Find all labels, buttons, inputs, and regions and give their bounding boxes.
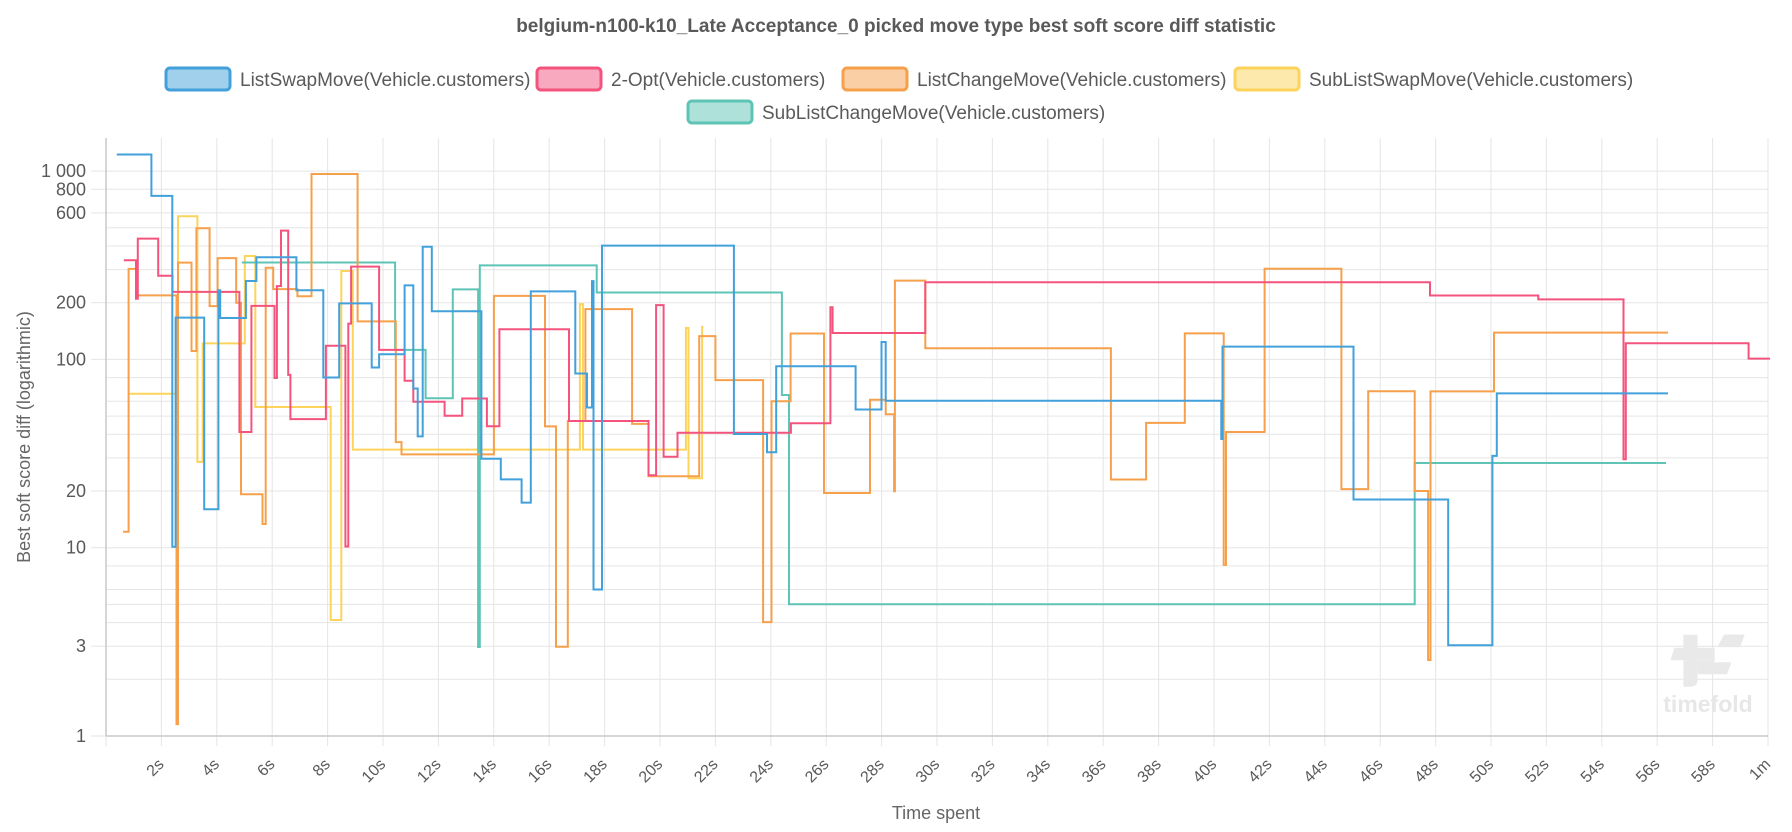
svg-text:ListSwapMove(Vehicle.customers: ListSwapMove(Vehicle.customers) — [240, 70, 530, 91]
svg-text:SubListChangeMove(Vehicle.cust: SubListChangeMove(Vehicle.customers) — [762, 103, 1105, 124]
svg-text:10: 10 — [66, 538, 86, 558]
svg-text:SubListSwapMove(Vehicle.custom: SubListSwapMove(Vehicle.customers) — [1309, 70, 1633, 91]
svg-text:200: 200 — [56, 293, 86, 313]
svg-text:2-Opt(Vehicle.customers): 2-Opt(Vehicle.customers) — [611, 70, 825, 91]
svg-text:belgium-n100-k10_Late Acceptan: belgium-n100-k10_Late Acceptance_0 picke… — [516, 16, 1276, 37]
svg-text:800: 800 — [56, 179, 86, 199]
svg-text:100: 100 — [56, 349, 86, 369]
svg-text:ListChangeMove(Vehicle.custome: ListChangeMove(Vehicle.customers) — [917, 70, 1226, 91]
svg-text:Time spent: Time spent — [892, 803, 980, 823]
svg-text:3: 3 — [76, 636, 86, 656]
svg-text:20: 20 — [66, 481, 86, 501]
svg-text:1: 1 — [76, 726, 86, 746]
svg-text:600: 600 — [56, 203, 86, 223]
svg-text:timefold: timefold — [1663, 691, 1752, 717]
svg-text:1 000: 1 000 — [41, 161, 86, 181]
svg-text:Best soft score diff (logarith: Best soft score diff (logarithmic) — [14, 311, 34, 563]
